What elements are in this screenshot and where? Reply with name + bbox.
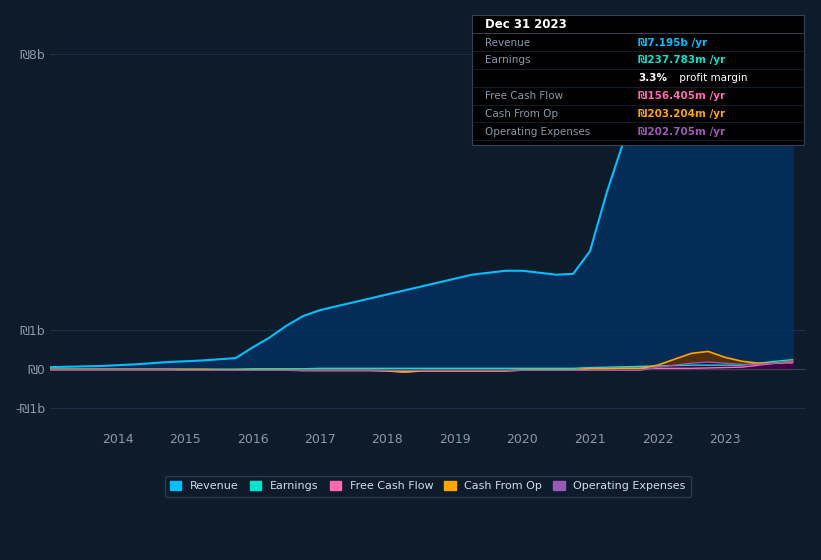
Legend: Revenue, Earnings, Free Cash Flow, Cash From Op, Operating Expenses: Revenue, Earnings, Free Cash Flow, Cash … — [165, 476, 691, 497]
